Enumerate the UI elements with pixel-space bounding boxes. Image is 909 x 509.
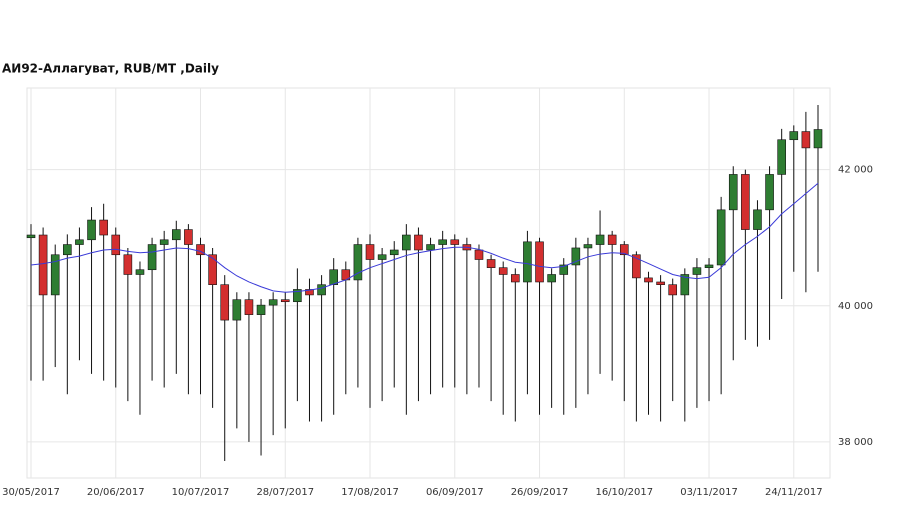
candle-body <box>268 299 278 306</box>
candle-body <box>644 277 653 283</box>
x-tick-label: 24/11/2017 <box>765 487 823 498</box>
x-tick-label: 16/10/2017 <box>595 487 653 498</box>
candle-body <box>305 289 314 296</box>
candle-body <box>377 254 387 260</box>
x-tick-label: 26/09/2017 <box>511 487 569 498</box>
x-tick-label: 03/11/2017 <box>680 487 738 498</box>
candle-body <box>704 264 714 268</box>
candle-body <box>389 249 399 256</box>
candle-body <box>692 267 702 275</box>
candle-body <box>680 274 690 296</box>
candle-body <box>147 244 157 271</box>
x-tick-label: 28/07/2017 <box>256 487 314 498</box>
candle-body <box>619 244 629 256</box>
candle-body <box>438 239 447 245</box>
candle-body <box>498 267 508 275</box>
candle-body <box>75 239 84 245</box>
candle-body <box>280 299 290 303</box>
candle-body <box>87 219 96 241</box>
candle-body <box>135 269 145 275</box>
candle-body <box>38 234 48 296</box>
plot-frame <box>26 87 831 479</box>
candle-body <box>789 131 799 141</box>
candle-body <box>99 219 108 236</box>
candle-body <box>632 254 641 279</box>
candle-body <box>402 234 411 251</box>
candle-body <box>293 289 302 303</box>
candle-body <box>159 239 169 245</box>
candle-body <box>813 129 823 149</box>
y-tick-label: 42 000 <box>838 165 873 176</box>
candle-body <box>353 244 363 281</box>
candle-body <box>365 244 375 260</box>
y-tick-label: 40 000 <box>838 301 873 312</box>
x-tick-label: 06/09/2017 <box>426 487 484 498</box>
candle-body <box>523 241 532 283</box>
candle-body <box>414 234 423 251</box>
candle-body <box>668 284 678 296</box>
candle-body <box>595 234 605 245</box>
x-tick-label: 10/07/2017 <box>172 487 230 498</box>
candle-body <box>450 239 460 245</box>
candle-body <box>716 209 726 266</box>
candle-body <box>486 259 496 268</box>
candle-body <box>184 229 193 245</box>
x-tick-label: 17/08/2017 <box>341 487 399 498</box>
candle-body <box>329 269 338 286</box>
moving-average-line <box>30 182 819 293</box>
candle-body <box>256 304 266 315</box>
candle-body <box>196 244 205 256</box>
candle-body <box>123 254 133 275</box>
candle-body <box>244 299 254 315</box>
x-tick-label: 20/06/2017 <box>87 487 145 498</box>
candle-body <box>111 234 121 256</box>
candle-body <box>656 281 665 286</box>
candle-body <box>535 241 544 283</box>
candle-body <box>801 131 811 149</box>
candle-body <box>753 209 762 230</box>
candle-body <box>220 284 230 321</box>
candle-body <box>583 244 593 249</box>
candle-body <box>26 234 36 239</box>
candle-body <box>317 284 326 296</box>
candle-body <box>63 244 72 256</box>
candle-body <box>474 249 484 260</box>
candle-body <box>208 254 217 286</box>
candle-body <box>232 299 242 321</box>
candle-body <box>765 174 774 211</box>
candle-body <box>728 174 738 211</box>
candle-body <box>607 234 617 245</box>
candle-body <box>171 229 181 241</box>
x-tick-label: 30/05/2017 <box>2 487 60 498</box>
chart-title: АИ92-Аллагуват, RUB/MT ,Daily <box>2 62 219 76</box>
candle-body <box>741 174 750 230</box>
candle-body <box>777 139 786 175</box>
candle-body <box>559 264 569 275</box>
candle-body <box>50 254 60 296</box>
candle-body <box>511 274 520 283</box>
y-tick-label: 38 000 <box>838 437 873 448</box>
candle-body <box>571 247 581 266</box>
candle-body <box>547 274 556 283</box>
candle-body <box>426 244 435 251</box>
